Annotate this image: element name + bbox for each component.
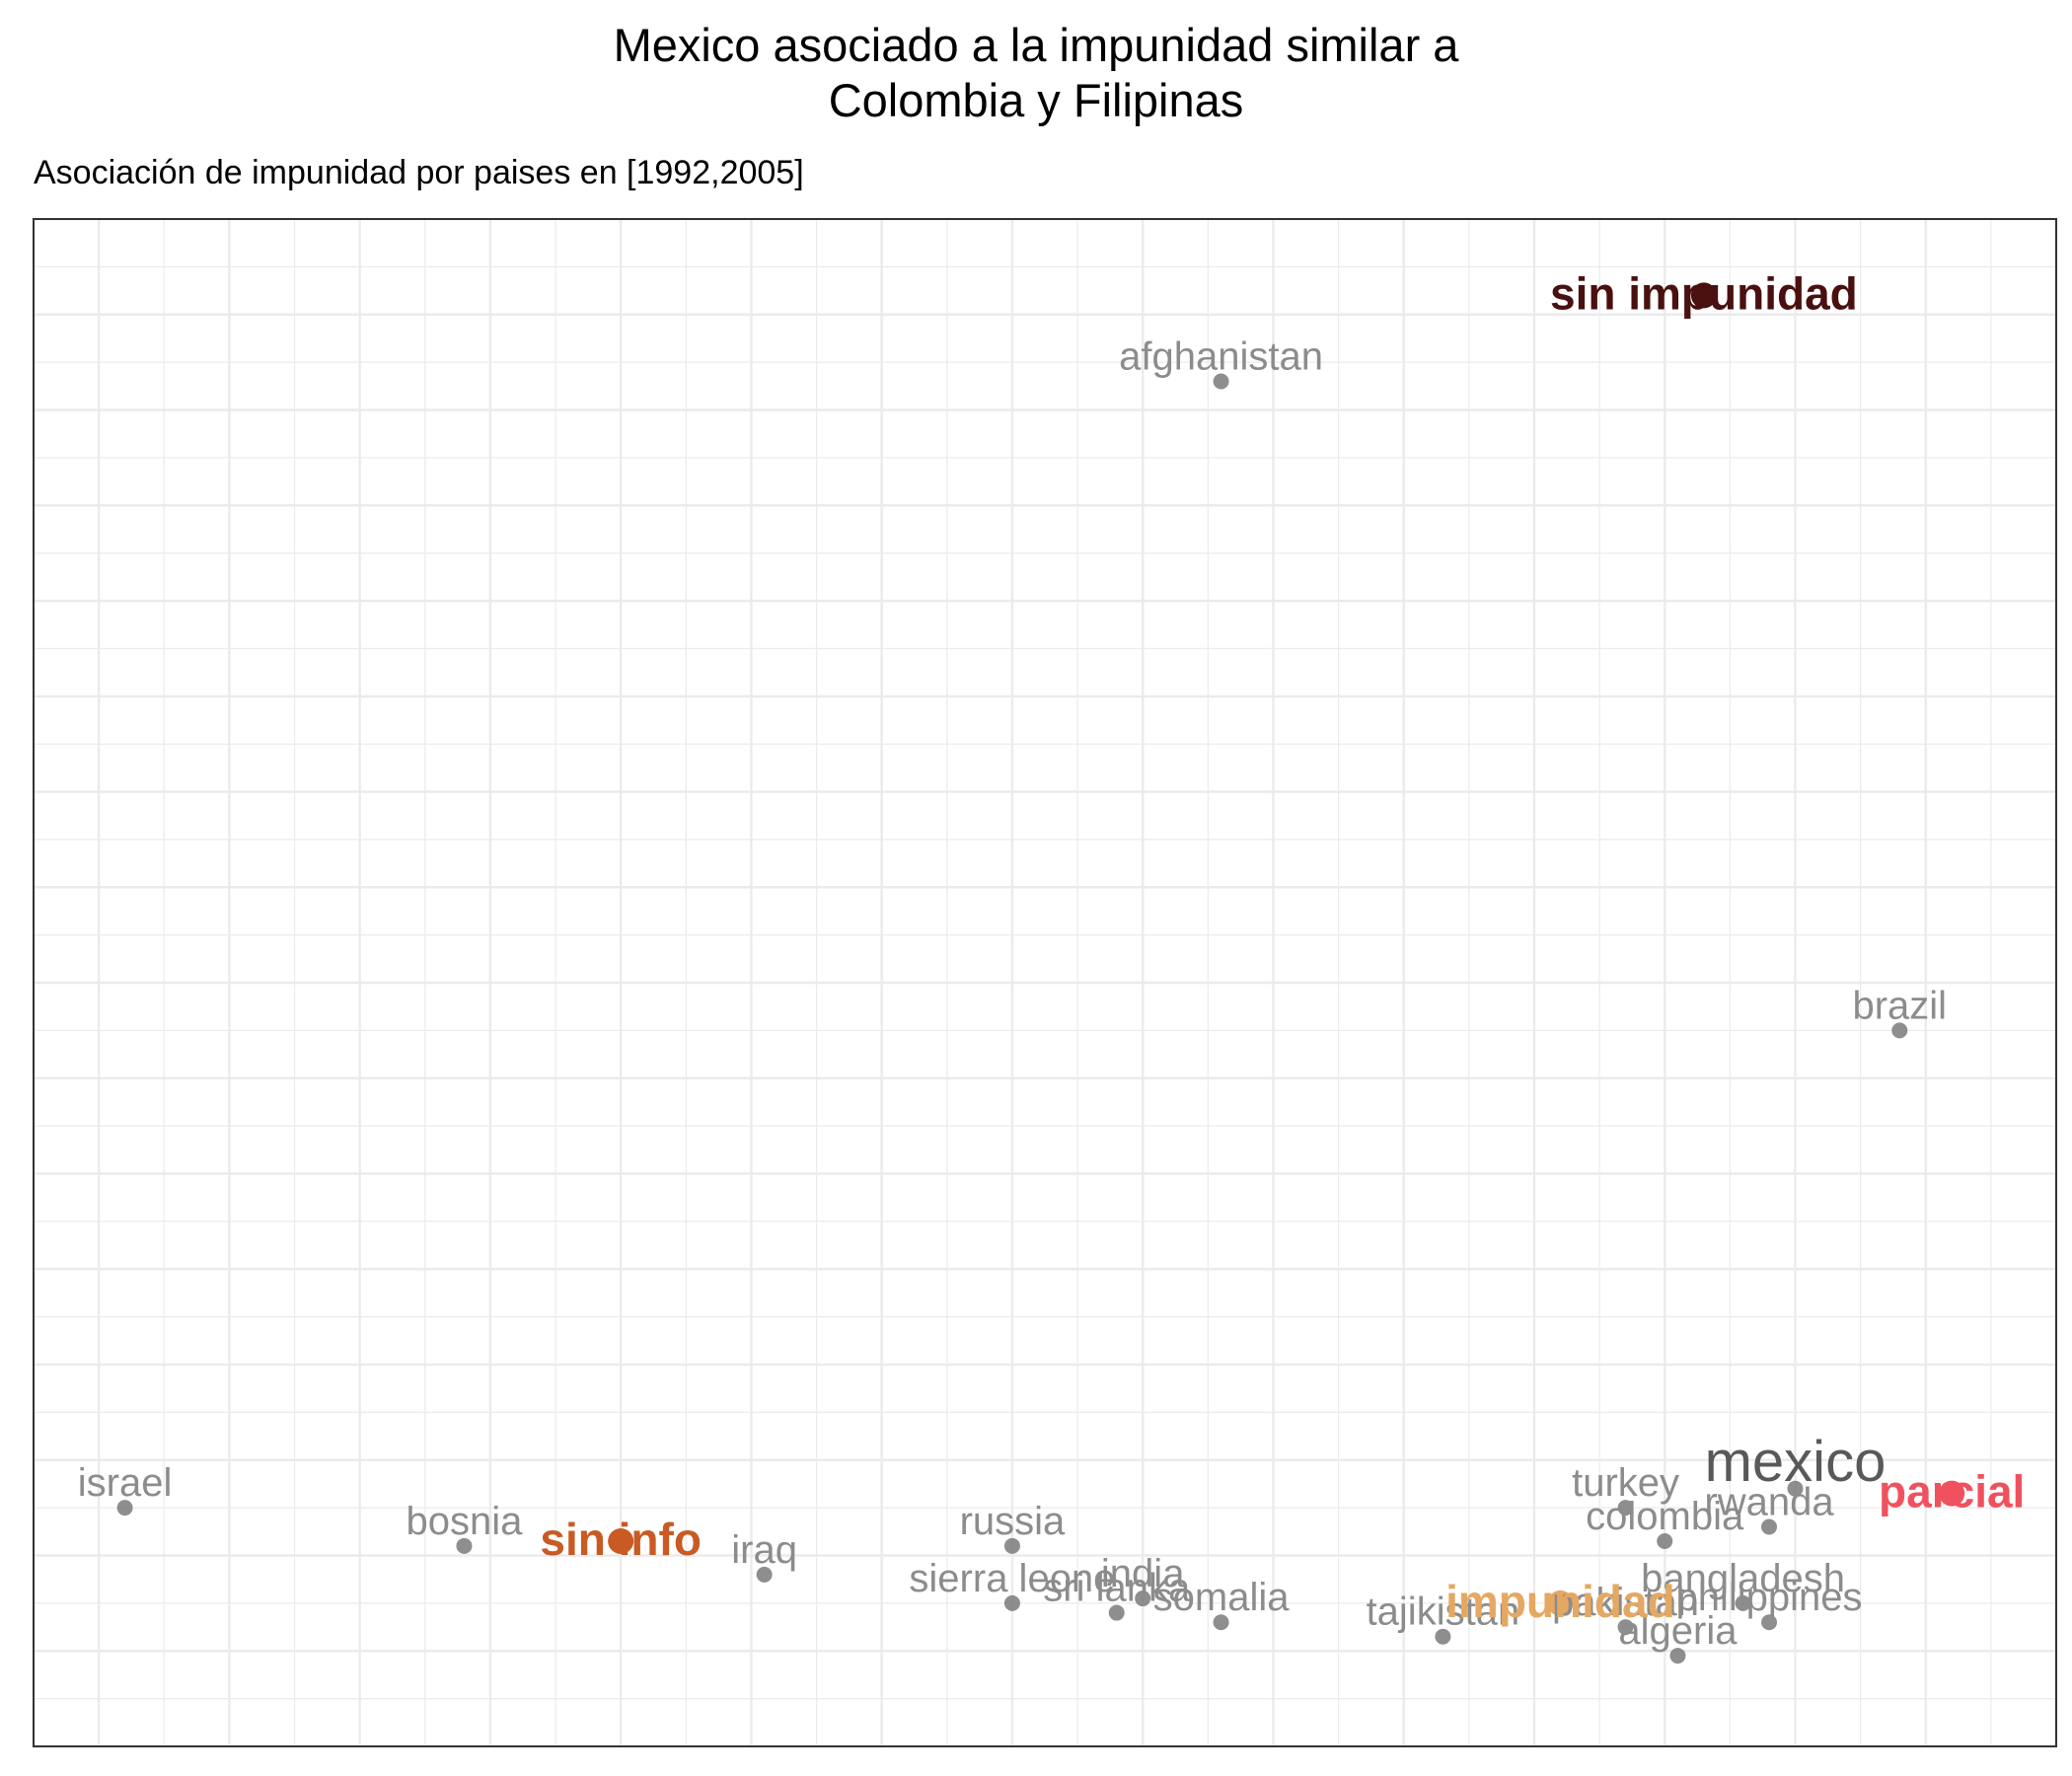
- point-bangladesh: [1735, 1594, 1751, 1611]
- label-tajikistan: tajikistan: [1367, 1591, 1520, 1634]
- point-mexico: [1787, 1480, 1804, 1497]
- point-sin-impunidad: [1690, 282, 1717, 309]
- data-points: [116, 282, 1965, 1665]
- point-tajikistan: [1435, 1628, 1451, 1645]
- label-india: india: [1101, 1552, 1185, 1595]
- label-sin-impunidad: sin impunidad: [1550, 267, 1858, 319]
- point-afghanistan: [1213, 373, 1229, 390]
- label-philippines: philippines: [1676, 1576, 1863, 1619]
- point-bosnia: [456, 1537, 473, 1554]
- point-iraq: [756, 1566, 773, 1583]
- point-philippines: [1761, 1614, 1778, 1631]
- label-bosnia: bosnia: [407, 1500, 524, 1543]
- plot-panel-border: [33, 218, 2057, 1747]
- label-somalia: somalia: [1153, 1576, 1291, 1619]
- point-somalia: [1213, 1614, 1229, 1631]
- label-israel: israel: [78, 1461, 173, 1505]
- point-sin-info: [608, 1527, 634, 1554]
- label-sri-lanka: sri lanka: [1043, 1567, 1191, 1610]
- label-parcial: parcial: [1879, 1466, 2025, 1517]
- label-impunidad: impunidad: [1445, 1576, 1675, 1627]
- label-sin-info: sin info: [540, 1514, 702, 1565]
- point-pakistan: [1617, 1619, 1634, 1636]
- label-colombia: colombia: [1586, 1495, 1744, 1538]
- label-brazil: brazil: [1852, 984, 1947, 1027]
- point-rwanda: [1761, 1518, 1778, 1535]
- label-russia: russia: [960, 1500, 1066, 1543]
- label-algeria: algeria: [1618, 1609, 1738, 1653]
- label-bangladesh: bangladesh: [1641, 1557, 1845, 1600]
- point-india: [1135, 1591, 1151, 1607]
- point-impunidad: [1547, 1590, 1574, 1616]
- point-sierra-leone: [1003, 1594, 1020, 1611]
- label-iraq: iraq: [731, 1528, 797, 1572]
- point-labels: afghanistan brazil israel bosnia iraq russia s…: [78, 267, 2026, 1653]
- point-israel: [116, 1500, 133, 1517]
- point-turkey: [1617, 1500, 1634, 1517]
- label-pakistan: pakistan: [1552, 1581, 1699, 1624]
- label-afghanistan: afghanistan: [1119, 334, 1323, 378]
- point-algeria: [1669, 1648, 1686, 1665]
- chart-title-line-1: Mexico asociado a la impunidad similar a: [613, 19, 1459, 71]
- label-mexico: mexico: [1705, 1430, 1887, 1494]
- chart-subtitle: Asociación de impunidad por paises en [1…: [34, 154, 804, 191]
- grid-lines: [33, 217, 2058, 1748]
- point-brazil: [1891, 1022, 1908, 1039]
- point-sri-lanka: [1108, 1604, 1125, 1621]
- point-parcial: [1939, 1480, 1965, 1507]
- label-rwanda: rwanda: [1704, 1480, 1834, 1523]
- label-sierra-leone: sierra leone: [909, 1557, 1115, 1600]
- chart-title: Mexico asociado a la impunidad similar a…: [0, 18, 2072, 128]
- label-turkey: turkey: [1572, 1461, 1679, 1505]
- point-russia: [1003, 1537, 1020, 1554]
- point-colombia: [1657, 1532, 1673, 1549]
- chart-title-line-2: Colombia y Filipinas: [828, 74, 1244, 126]
